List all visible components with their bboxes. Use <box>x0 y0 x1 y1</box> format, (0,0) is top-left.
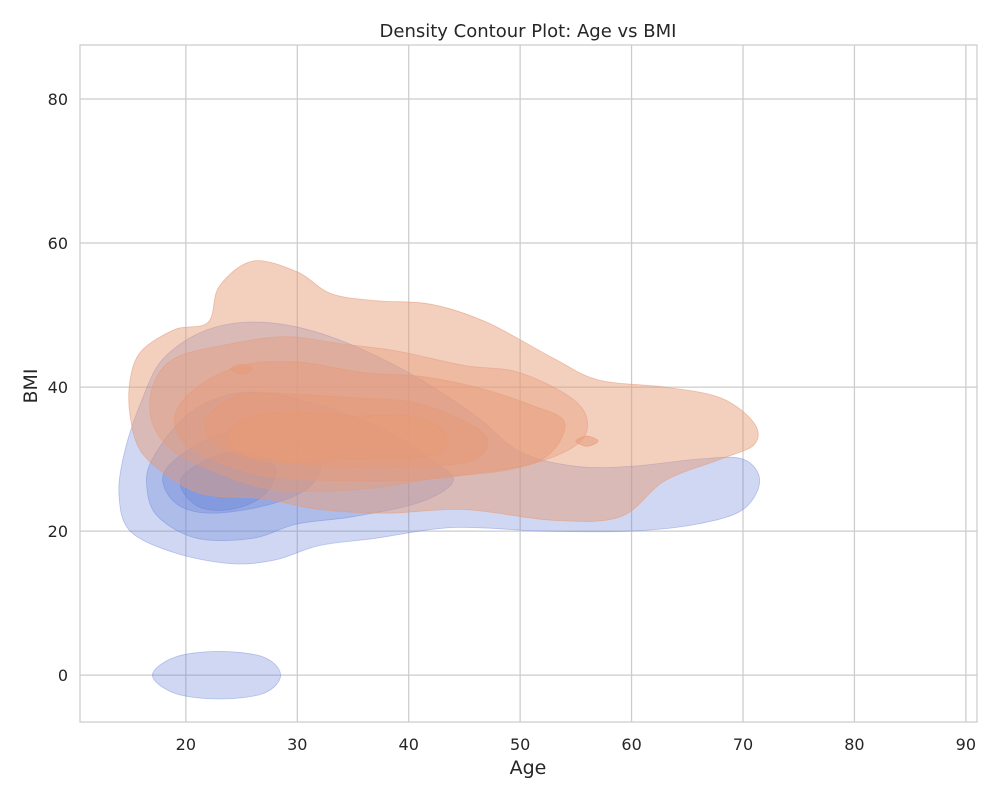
y-tick-label: 0 <box>58 666 68 685</box>
x-tick-label: 60 <box>621 735 641 754</box>
x-tick-label: 90 <box>956 735 976 754</box>
y-tick-label: 60 <box>48 234 68 253</box>
y-tick-label: 80 <box>48 90 68 109</box>
density-contour-level-7 <box>575 435 599 447</box>
x-tick-label: 20 <box>176 735 196 754</box>
y-tick-label: 20 <box>48 522 68 541</box>
density-bands <box>118 260 761 700</box>
grid <box>80 45 977 722</box>
x-tick-label: 30 <box>287 735 307 754</box>
y-axis-label: BMI <box>20 368 42 403</box>
tick-labels: 20 30 40 50 60 70 80 90 0 20 40 60 80 <box>48 90 976 754</box>
density-contour-level-4 <box>179 451 277 511</box>
x-tick-label: 40 <box>399 735 419 754</box>
plot-frame <box>79 44 978 723</box>
density-series-2 <box>128 260 759 522</box>
x-axis-label: Age <box>510 757 547 779</box>
density-contour-level-1 <box>151 650 282 700</box>
x-tick-label: 50 <box>510 735 530 754</box>
y-tick-label: 40 <box>48 378 68 397</box>
density-contour-level-5 <box>227 411 448 464</box>
chart-title: Density Contour Plot: Age vs BMI <box>380 21 677 42</box>
density-contour-level-6 <box>229 363 254 375</box>
x-tick-label: 70 <box>733 735 753 754</box>
x-tick-label: 80 <box>844 735 864 754</box>
